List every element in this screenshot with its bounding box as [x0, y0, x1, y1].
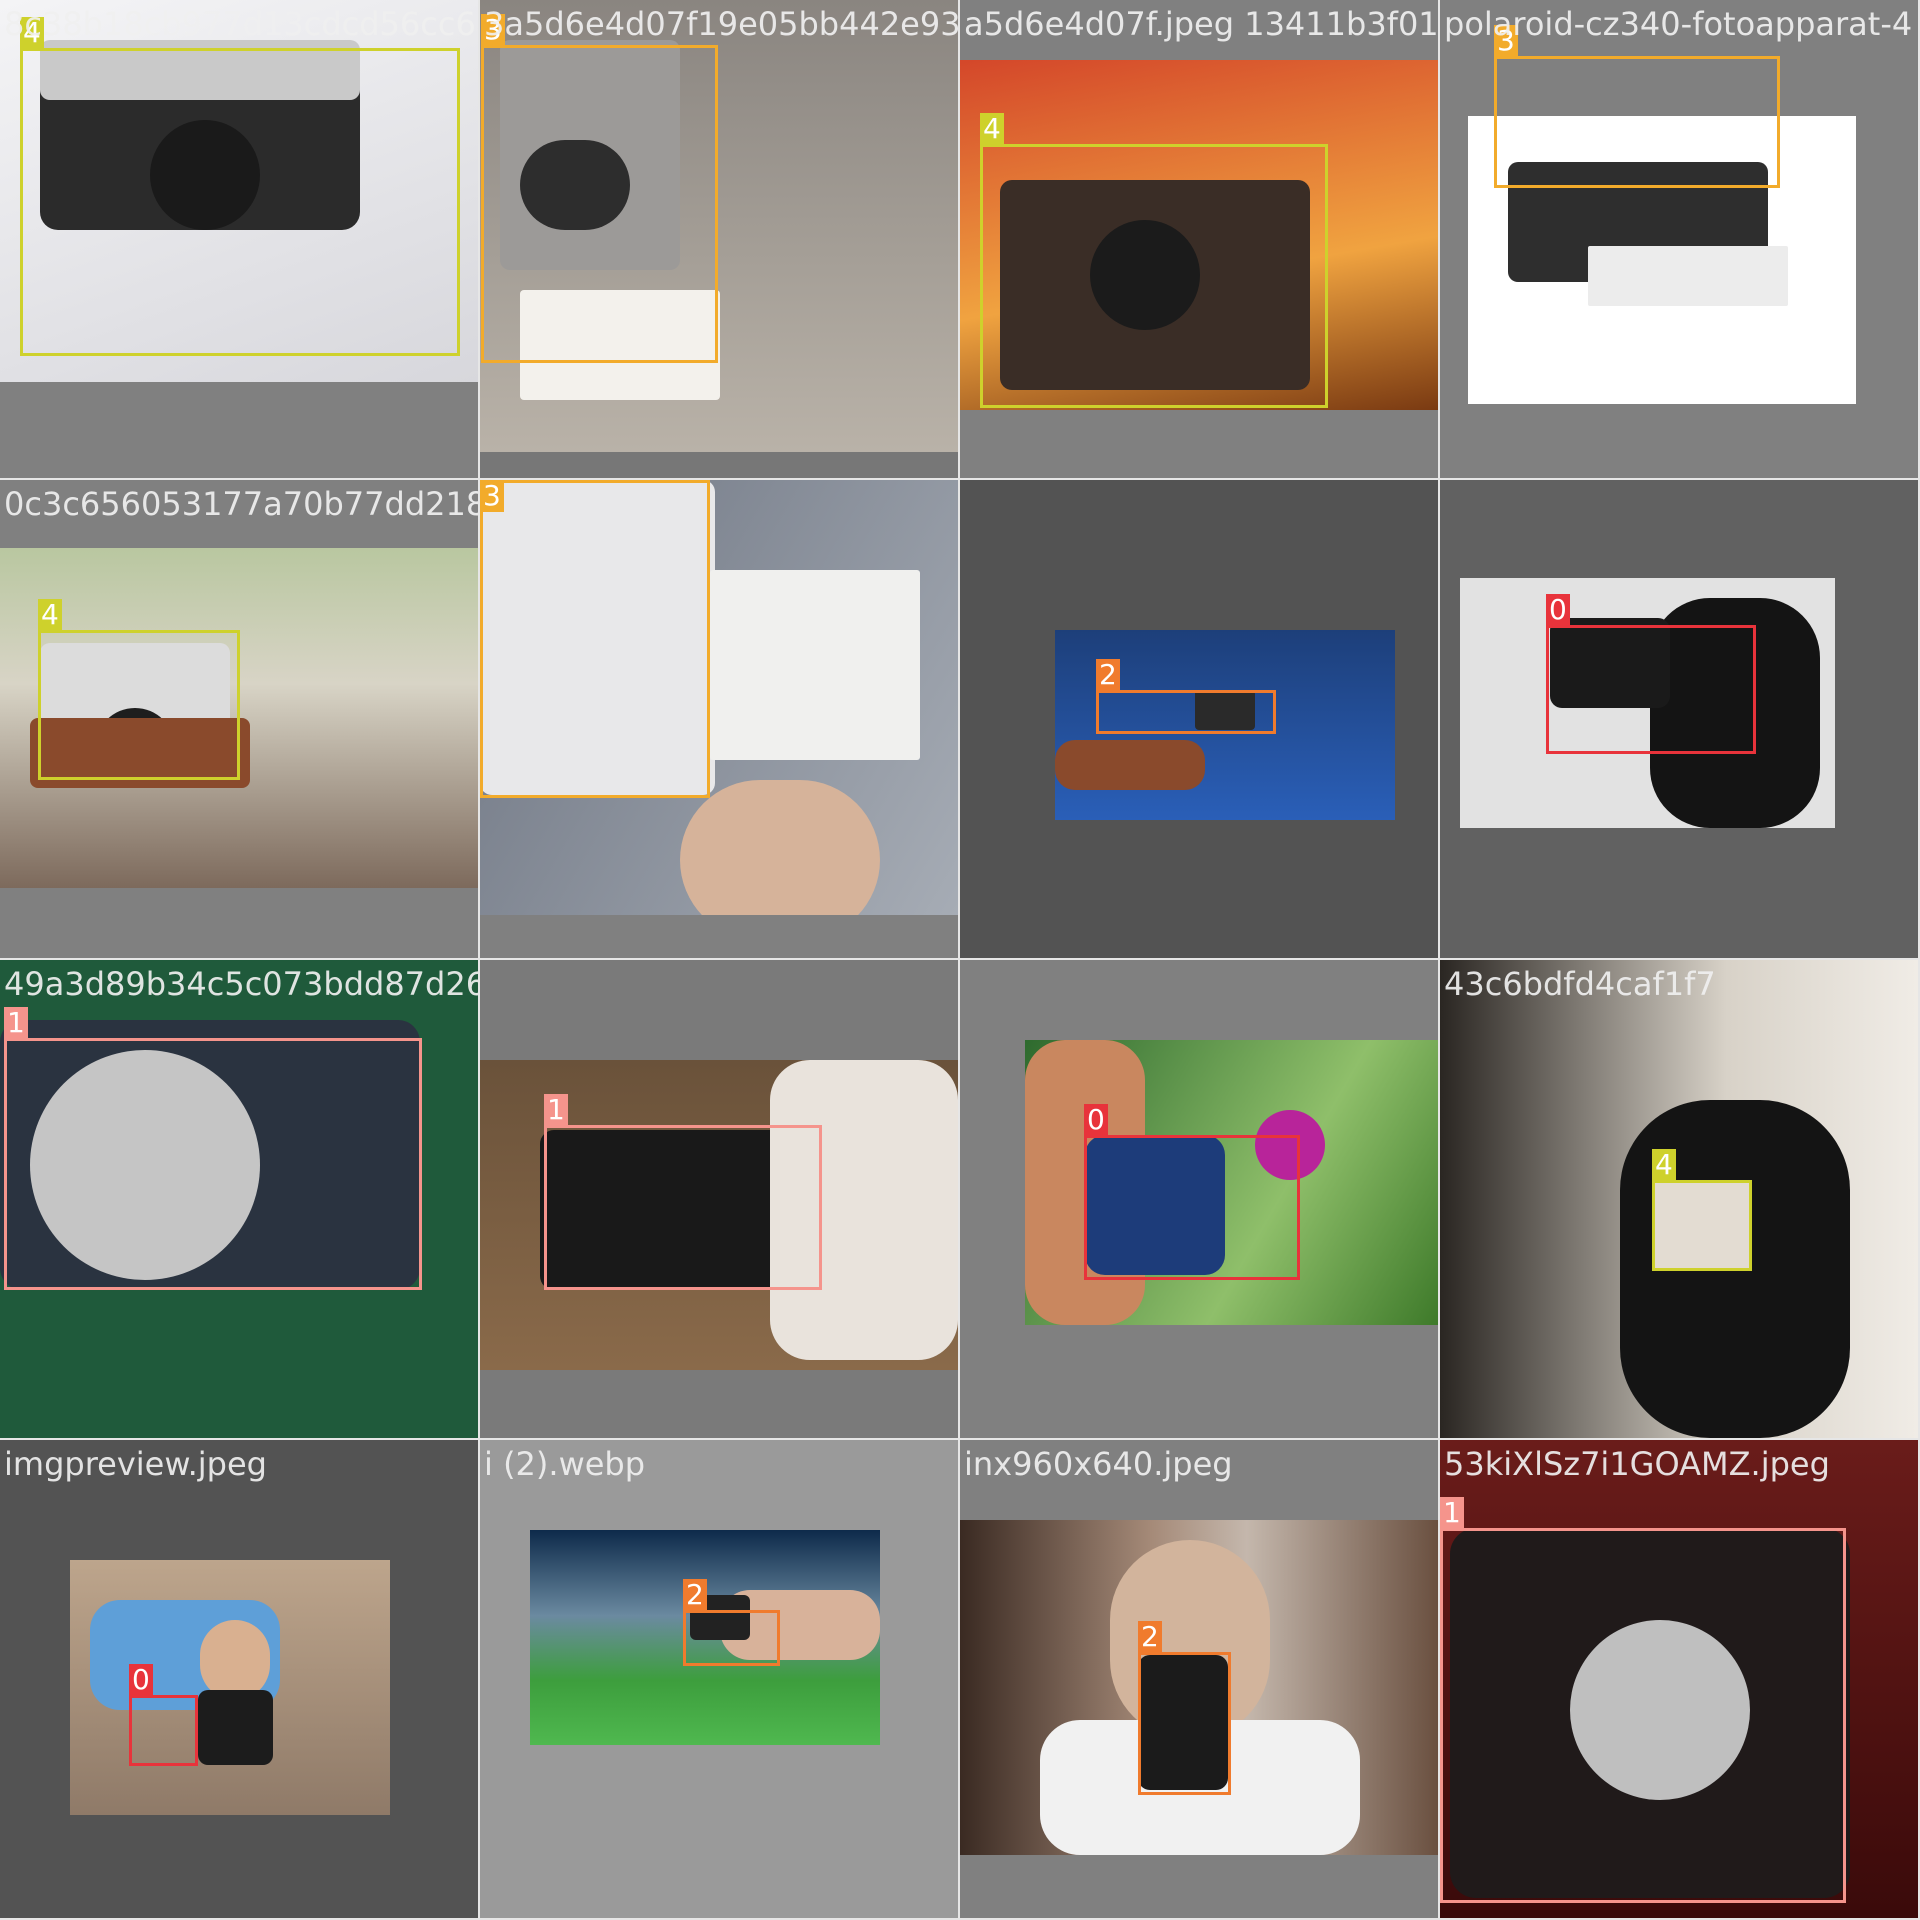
image-tile: 2	[960, 480, 1438, 958]
tile-photo	[1468, 116, 1856, 404]
class-label: 4	[1652, 1149, 1676, 1181]
tile-photo	[960, 1520, 1438, 1855]
image-tile: 4 a5d6e4d07f.jpeg 13411b3f01j7e45-papik-p…	[960, 0, 1438, 478]
class-label: 0	[1546, 594, 1570, 626]
class-label: 4	[38, 599, 62, 631]
tile-photo	[0, 0, 478, 382]
tile-filename: i (2).webp	[484, 1445, 646, 1483]
class-label: 4	[20, 17, 44, 49]
detection-box: 2	[1096, 659, 1276, 734]
detection-box: 1	[1440, 1497, 1846, 1903]
tile-photo	[530, 1530, 880, 1745]
image-tile: 33a5d6e4d07f19e05bb442e930d3c1ae1f02fj7_…	[480, 0, 958, 478]
detection-box: 3	[480, 480, 710, 798]
tile-photo	[480, 1060, 958, 1370]
detection-box: 0	[1084, 1104, 1300, 1280]
class-label: 4	[980, 113, 1004, 145]
tile-filename: 0c3c656053177a70b77dd21895b92891b7ddccab…	[4, 485, 478, 523]
class-label: 3	[1494, 25, 1518, 57]
class-label: 1	[544, 1094, 568, 1126]
tile-photo	[1440, 1440, 1918, 1918]
detection-box: 4	[38, 599, 240, 780]
image-tile: 0 imgpreview.jpeg	[0, 1440, 478, 1918]
class-label: 2	[1138, 1621, 1162, 1653]
class-label: 0	[1084, 1104, 1108, 1136]
image-tile: 3	[480, 480, 958, 958]
class-label: 2	[683, 1579, 707, 1611]
image-tile: 3 polaroid-cz340-fotoapparat-4	[1440, 0, 1918, 478]
image-tile: 4 43c6bdfd4caf1f7	[1440, 960, 1918, 1438]
tile-photo	[70, 1560, 390, 1815]
class-label: 1	[4, 1007, 28, 1039]
image-tile: 4 8c38b18cb977d13cdcd56cc6	[0, 0, 478, 478]
tile-filename: a5d6e4d07f.jpeg 13411b3f01j7e45-papik-pr…	[964, 5, 1438, 43]
detection-box: 2	[683, 1579, 780, 1666]
class-label: 3	[481, 14, 505, 46]
detection-box: 3	[1494, 25, 1780, 188]
image-tile: 0	[960, 960, 1438, 1438]
class-label: 0	[129, 1664, 153, 1696]
tile-photo	[480, 0, 958, 452]
detection-box: 0	[129, 1664, 198, 1766]
class-label: 3	[480, 480, 504, 512]
detection-box: 1	[4, 1007, 422, 1290]
detection-box: 4	[20, 17, 460, 356]
detection-box: 0	[1546, 594, 1756, 754]
image-tile: 2 inx960x640.jpeg	[960, 1440, 1438, 1918]
tile-photo	[960, 60, 1438, 410]
detection-box: 2	[1138, 1621, 1231, 1795]
tile-filename: inx960x640.jpeg	[964, 1445, 1233, 1483]
detection-box: 4	[980, 113, 1328, 408]
detection-box: 1	[544, 1094, 822, 1290]
tile-filename: imgpreview.jpeg	[4, 1445, 267, 1483]
detection-box: 3	[481, 14, 718, 363]
image-tile: 2 i (2).webp	[480, 1440, 958, 1918]
image-tile: 0	[1440, 480, 1918, 958]
tile-photo	[480, 480, 958, 915]
class-label: 1	[1440, 1497, 1464, 1529]
image-tile: 1	[480, 960, 958, 1438]
image-tile: 1 53kiXlSz7i1GOAMZ.jpeg	[1440, 1440, 1918, 1918]
tile-photo	[1460, 578, 1835, 828]
detection-box: 4	[1652, 1149, 1752, 1271]
image-tile: 4 0c3c656053177a70b77dd21895b92891b7ddcca…	[0, 480, 478, 958]
class-label: 2	[1096, 659, 1120, 691]
image-tile: 149a3d89b34c5c073bdd87d266f7385575a2ebc3…	[0, 960, 478, 1438]
